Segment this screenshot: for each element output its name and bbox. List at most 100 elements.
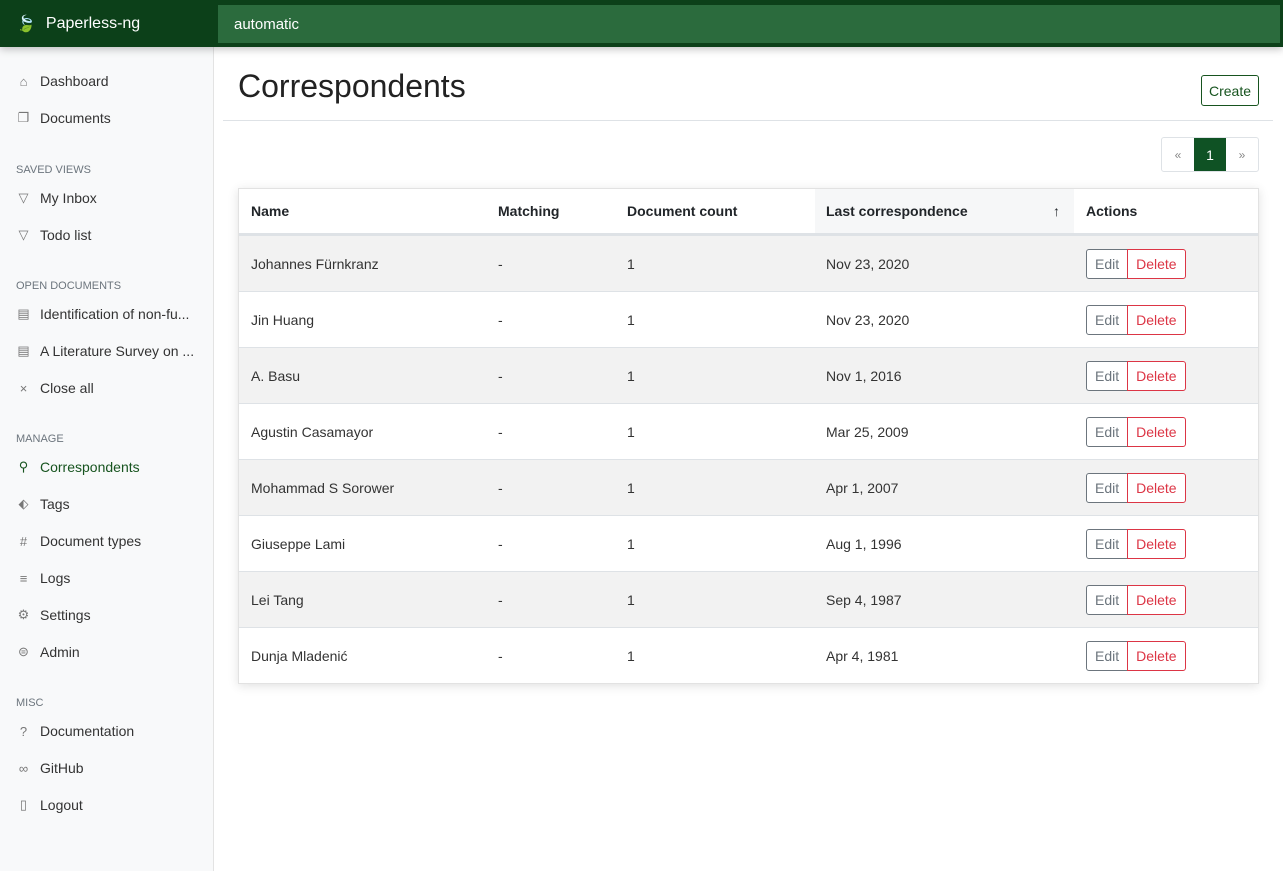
sort-arrow-up-icon: ↑: [1053, 203, 1060, 219]
edit-button[interactable]: Edit: [1086, 416, 1129, 447]
edit-button[interactable]: Edit: [1086, 248, 1129, 279]
actions-cell: Edit Delete: [1086, 572, 1186, 627]
last-correspondence-cell: Apr 4, 1981: [826, 647, 899, 664]
sidebar-item-close-all[interactable]: × Close all: [16, 380, 94, 396]
document-count-cell: 1: [627, 535, 635, 552]
header-matching[interactable]: Matching: [498, 203, 560, 219]
last-correspondence-cell: Mar 25, 2009: [826, 423, 909, 440]
table-row: A. Basu - 1 Nov 1, 2016 Edit Delete: [239, 347, 1258, 403]
name-cell: Jin Huang: [251, 311, 315, 328]
section-header-open-documents: Open documents: [16, 280, 122, 292]
table-row: Jin Huang - 1 Nov 23, 2020 Edit Delete: [239, 291, 1258, 347]
document-count-cell: 1: [627, 423, 635, 440]
brand[interactable]: 🍃 Paperless-ng: [0, 0, 215, 47]
gear-icon: ⚙: [17, 607, 30, 622]
sidebar-item-tags[interactable]: ⬖ Tags: [16, 496, 70, 512]
sidebar-item-todo-list[interactable]: ▽ Todo list: [16, 227, 92, 243]
table-row: Lei Tang - 1 Sep 4, 1987 Edit Delete: [239, 571, 1258, 627]
sidebar-item-logout[interactable]: ▯ Logout: [16, 797, 83, 813]
sidebar-item-admin[interactable]: ⊜ Admin: [16, 644, 80, 660]
label: Logs: [40, 570, 71, 586]
matching-cell: -: [498, 423, 503, 440]
delete-button[interactable]: Delete: [1127, 304, 1186, 335]
header-name[interactable]: Name: [251, 203, 290, 219]
label: Documentation: [40, 723, 135, 739]
actions-cell: Edit Delete: [1086, 628, 1186, 683]
delete-button[interactable]: Delete: [1127, 528, 1186, 559]
delete-button[interactable]: Delete: [1127, 248, 1186, 279]
header-document-count[interactable]: Document count: [627, 203, 738, 219]
name-cell: A. Basu: [251, 367, 301, 384]
file-text-icon: ▤: [17, 306, 30, 321]
sidebar-item-documentation[interactable]: ? Documentation: [16, 723, 134, 739]
sidebar-item-correspondents[interactable]: ⚲ Correspondents: [16, 459, 140, 475]
header-actions: Actions: [1086, 203, 1138, 219]
door-icon: ▯: [19, 797, 28, 812]
sidebar-item-open-doc[interactable]: ▤ A Literature Survey on ...: [16, 343, 194, 359]
matching-cell: -: [498, 535, 503, 552]
section-header-saved-views: Saved views: [16, 164, 91, 176]
last-correspondence-cell: Nov 1, 2016: [826, 367, 902, 384]
edit-button[interactable]: Edit: [1086, 640, 1129, 671]
document-count-cell: 1: [627, 591, 635, 608]
name-cell: Dunja Mladenić: [251, 647, 348, 664]
sidebar-item-dashboard[interactable]: ⌂ Dashboard: [16, 73, 109, 89]
label: Identification of non-fu...: [40, 306, 190, 322]
delete-button[interactable]: Delete: [1127, 360, 1186, 391]
page-1-button[interactable]: 1: [1194, 138, 1226, 171]
table-row: Mohammad S Sorower - 1 Apr 1, 2007 Edit Delet…: [239, 459, 1258, 515]
document-count-cell: 1: [627, 367, 635, 384]
matching-cell: -: [498, 591, 503, 608]
matching-cell: -: [498, 367, 503, 384]
sidebar-item-document-types[interactable]: # Document types: [16, 533, 141, 549]
x-icon: ×: [19, 380, 28, 396]
matching-cell: -: [498, 311, 503, 328]
actions-cell: Edit Delete: [1086, 236, 1186, 291]
top-navbar: 🍃 Paperless-ng: [0, 0, 1283, 47]
sidebar-item-my-inbox[interactable]: ▽ My Inbox: [16, 190, 97, 206]
pagination: « 1 »: [1161, 137, 1259, 172]
link-icon: ∞: [18, 760, 29, 776]
create-button[interactable]: Create: [1201, 75, 1259, 106]
sidebar-item-open-doc[interactable]: ▤ Identification of non-fu...: [16, 306, 189, 322]
actions-cell: Edit Delete: [1086, 516, 1186, 571]
label: Last correspondence: [826, 203, 968, 219]
prev-page-button[interactable]: «: [1174, 147, 1182, 162]
actions-cell: Edit Delete: [1086, 292, 1186, 347]
label: Correspondents: [40, 459, 140, 475]
matching-cell: -: [498, 255, 503, 272]
label: Admin: [40, 644, 80, 660]
last-correspondence-cell: Nov 23, 2020: [826, 255, 910, 272]
label: Logout: [40, 797, 83, 813]
delete-button[interactable]: Delete: [1127, 416, 1186, 447]
next-page-button[interactable]: »: [1238, 147, 1246, 162]
header-last-correspondence[interactable]: Last correspondence ↑: [815, 189, 1074, 233]
edit-button[interactable]: Edit: [1086, 528, 1129, 559]
matching-cell: -: [498, 479, 503, 496]
name-cell: Giuseppe Lami: [251, 535, 346, 552]
sidebar-item-logs[interactable]: ≡ Logs: [16, 570, 71, 586]
delete-button[interactable]: Delete: [1127, 640, 1186, 671]
edit-button[interactable]: Edit: [1086, 472, 1129, 503]
sidebar-item-github[interactable]: ∞ GitHub: [16, 760, 84, 776]
table-header: Name Matching Document count Last corres…: [239, 189, 1258, 235]
files-icon: ❐: [17, 110, 30, 125]
edit-button[interactable]: Edit: [1086, 360, 1129, 391]
sidebar: ⌂ Dashboard ❐ Documents Saved views ▽ My In…: [0, 47, 214, 871]
toggles-icon: ⊜: [18, 644, 29, 659]
person-icon: ⚲: [18, 459, 29, 474]
house-icon: ⌂: [19, 73, 28, 89]
edit-button[interactable]: Edit: [1086, 584, 1129, 615]
search-input[interactable]: [218, 5, 1280, 43]
label: Document types: [40, 533, 142, 549]
edit-button[interactable]: Edit: [1086, 304, 1129, 335]
question-circle-icon: ?: [19, 723, 28, 739]
sidebar-item-settings[interactable]: ⚙ Settings: [16, 607, 91, 623]
last-correspondence-cell: Nov 23, 2020: [826, 311, 910, 328]
actions-cell: Edit Delete: [1086, 460, 1186, 515]
text-left-icon: ≡: [19, 570, 28, 586]
sidebar-item-documents[interactable]: ❐ Documents: [16, 110, 111, 126]
delete-button[interactable]: Delete: [1127, 584, 1186, 615]
delete-button[interactable]: Delete: [1127, 472, 1186, 503]
label: Dashboard: [40, 73, 109, 89]
